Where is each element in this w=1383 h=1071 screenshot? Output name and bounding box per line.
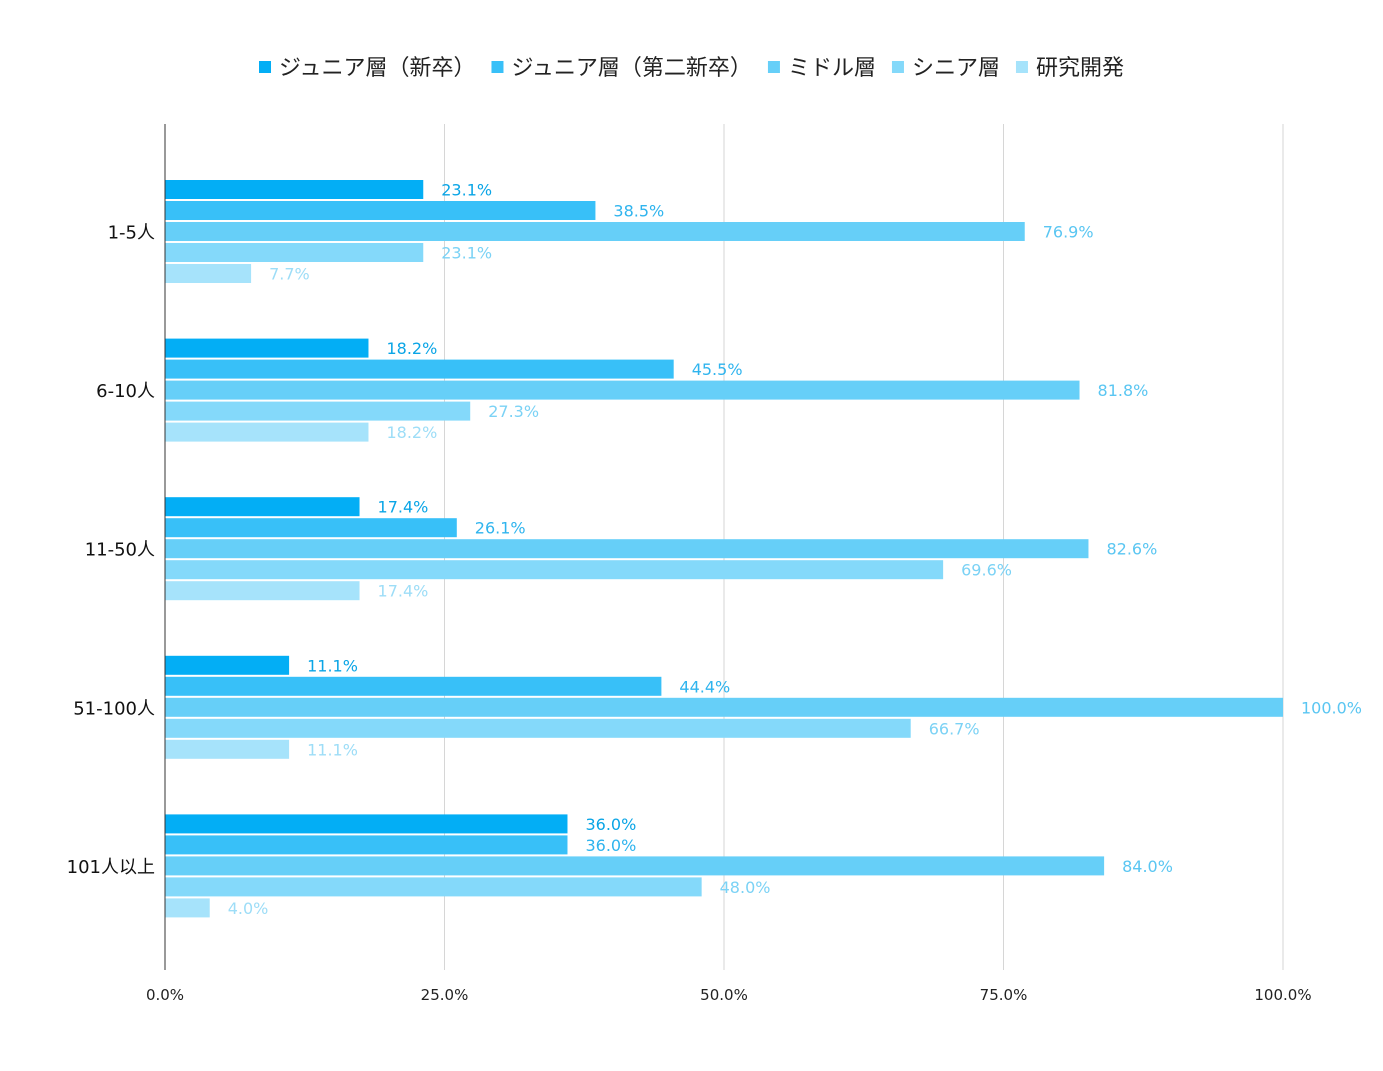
legend-label: ジュニア層（新卒） [279, 56, 475, 81]
category-label: 51-100人 [73, 698, 155, 719]
data-label: 26.1% [475, 519, 526, 538]
bar [165, 877, 702, 897]
legend-label: ミドル層 [788, 56, 876, 81]
bar [165, 739, 290, 759]
bar [165, 581, 360, 601]
legend-swatch [259, 61, 272, 73]
axes: 0.0% 25.0% 50.0% 75.0% 100.0% 1-5人 6-10人 11-50人… [67, 124, 1312, 1004]
bar [165, 401, 471, 421]
category-label: 6-10人 [96, 381, 155, 402]
x-tick-label: 25.0% [421, 986, 469, 1004]
legend-label: ジュニア層（第二新卒） [511, 56, 751, 81]
bar [165, 359, 674, 379]
legend: ジュニア層（新卒） ジュニア層（第二新卒） ミドル層 シニア層 研究開発 [259, 56, 1124, 81]
data-label: 76.9% [1043, 223, 1094, 242]
data-labels: 23.1% 38.5% 76.9% 23.1% 7.7% 18.2% 45.5% 81.8% 2… [228, 181, 1362, 918]
data-label: 23.1% [441, 181, 492, 200]
category-label: 1-5人 [108, 223, 155, 244]
bar [165, 380, 1080, 400]
legend-swatch [891, 61, 904, 73]
x-tick-label: 100.0% [1254, 986, 1311, 1004]
category-label: 101人以上 [67, 857, 155, 878]
bar [165, 518, 457, 538]
data-label: 81.8% [1098, 381, 1149, 400]
legend-label: 研究開発 [1036, 56, 1124, 81]
bar [165, 697, 1283, 717]
legend-label: シニア層 [912, 56, 1000, 81]
data-label: 82.6% [1106, 540, 1157, 559]
x-tick-label: 75.0% [980, 986, 1028, 1004]
data-label: 11.1% [307, 740, 358, 759]
data-label: 36.0% [585, 815, 636, 834]
data-label: 4.0% [228, 899, 269, 918]
bar [165, 718, 911, 738]
bar [165, 856, 1105, 876]
bar [165, 180, 424, 199]
data-label: 11.1% [307, 656, 358, 675]
data-label: 36.0% [585, 836, 636, 855]
bar [165, 264, 252, 283]
bar [165, 655, 290, 675]
bar [165, 560, 944, 580]
bar [165, 835, 568, 855]
bar [165, 201, 596, 220]
data-label: 45.5% [692, 360, 743, 379]
data-label: 66.7% [929, 719, 980, 738]
data-label: 18.2% [386, 423, 437, 442]
bar [165, 814, 568, 834]
category-label: 11-50人 [85, 540, 155, 561]
data-label: 27.3% [488, 402, 539, 421]
data-label: 69.6% [961, 561, 1012, 580]
x-tick-label: 0.0% [146, 986, 184, 1004]
data-label: 23.1% [441, 244, 492, 263]
data-label: 18.2% [386, 339, 437, 358]
legend-swatch [767, 61, 780, 73]
bar [165, 243, 424, 262]
data-label: 84.0% [1122, 857, 1173, 876]
bar [165, 422, 369, 442]
bar [165, 338, 369, 358]
legend-swatch [1015, 61, 1028, 73]
data-label: 17.4% [378, 582, 429, 601]
data-label: 7.7% [269, 265, 310, 284]
bar [165, 898, 210, 918]
x-tick-label: 50.0% [700, 986, 748, 1004]
bar [165, 497, 360, 517]
data-label: 17.4% [378, 498, 429, 517]
legend-swatch [491, 61, 504, 73]
data-label: 100.0% [1301, 698, 1362, 717]
bar [165, 676, 662, 696]
bars [165, 180, 1283, 918]
data-label: 38.5% [613, 202, 664, 221]
data-label: 44.4% [679, 677, 730, 696]
bar [165, 222, 1025, 241]
bar [165, 539, 1089, 559]
data-label: 48.0% [720, 878, 771, 897]
